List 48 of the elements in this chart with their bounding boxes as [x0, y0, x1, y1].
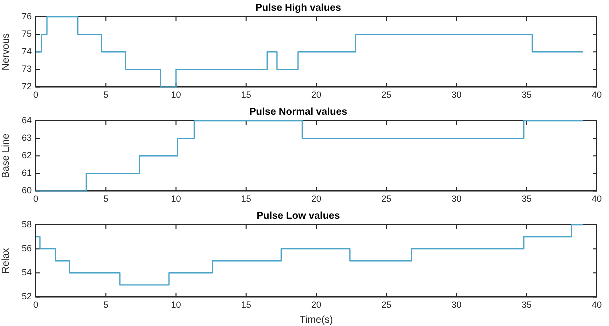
y-tick-label: 52 [22, 292, 32, 302]
x-tick-label: 30 [452, 194, 462, 204]
y-tick-label: 73 [22, 64, 32, 74]
y-tick-label: 56 [22, 244, 32, 254]
chart-title: Pulse High values [256, 2, 342, 14]
x-tick-label: 40 [592, 90, 602, 100]
y-tick-label: 58 [22, 219, 32, 230]
x-axis-title: Time(s) [300, 314, 334, 326]
y-tick-label: 64 [22, 115, 32, 126]
x-tick-label: 25 [382, 90, 392, 100]
x-tick-label: 35 [522, 90, 532, 100]
x-tick-label: 15 [241, 300, 252, 310]
y-axis-title: Base Line [0, 133, 12, 178]
x-tick-label: 35 [522, 194, 532, 204]
chart-title: Pulse Low values [256, 210, 341, 222]
y-axis-title: Relax [0, 248, 12, 274]
x-tick-label: 25 [382, 300, 392, 310]
y-tick-label: 76 [22, 11, 32, 22]
x-tick-label: 0 [33, 90, 39, 100]
y-tick-label: 74 [22, 46, 32, 57]
y-tick-label: 61 [22, 168, 32, 178]
x-tick-label: 5 [104, 90, 109, 100]
x-tick-label: 40 [592, 300, 602, 310]
x-tick-label: 20 [311, 194, 322, 204]
x-tick-label: 0 [33, 194, 39, 204]
y-tick-label: 54 [22, 268, 32, 278]
x-tick-label: 30 [452, 300, 462, 310]
y-tick-label: 60 [22, 186, 32, 196]
chart-title: Pulse Normal values [250, 106, 348, 118]
x-tick-label: 5 [104, 194, 109, 204]
x-tick-label: 10 [171, 90, 182, 100]
x-tick-label: 15 [241, 194, 252, 204]
x-tick-label: 25 [382, 194, 392, 204]
x-tick-label: 0 [33, 300, 39, 310]
y-tick-label: 63 [22, 133, 32, 144]
x-tick-label: 30 [452, 90, 462, 100]
x-tick-label: 20 [311, 300, 322, 310]
x-tick-label: 5 [104, 300, 109, 310]
x-tick-label: 20 [311, 90, 322, 100]
y-tick-label: 72 [22, 82, 32, 92]
x-tick-label: 10 [171, 194, 182, 204]
y-axis-title: Nervous [0, 33, 12, 71]
x-tick-label: 35 [522, 300, 532, 310]
x-tick-label: 10 [171, 300, 182, 310]
x-tick-label: 40 [592, 194, 602, 204]
y-tick-label: 75 [22, 29, 32, 40]
y-tick-label: 62 [22, 150, 32, 161]
x-tick-label: 15 [241, 90, 252, 100]
